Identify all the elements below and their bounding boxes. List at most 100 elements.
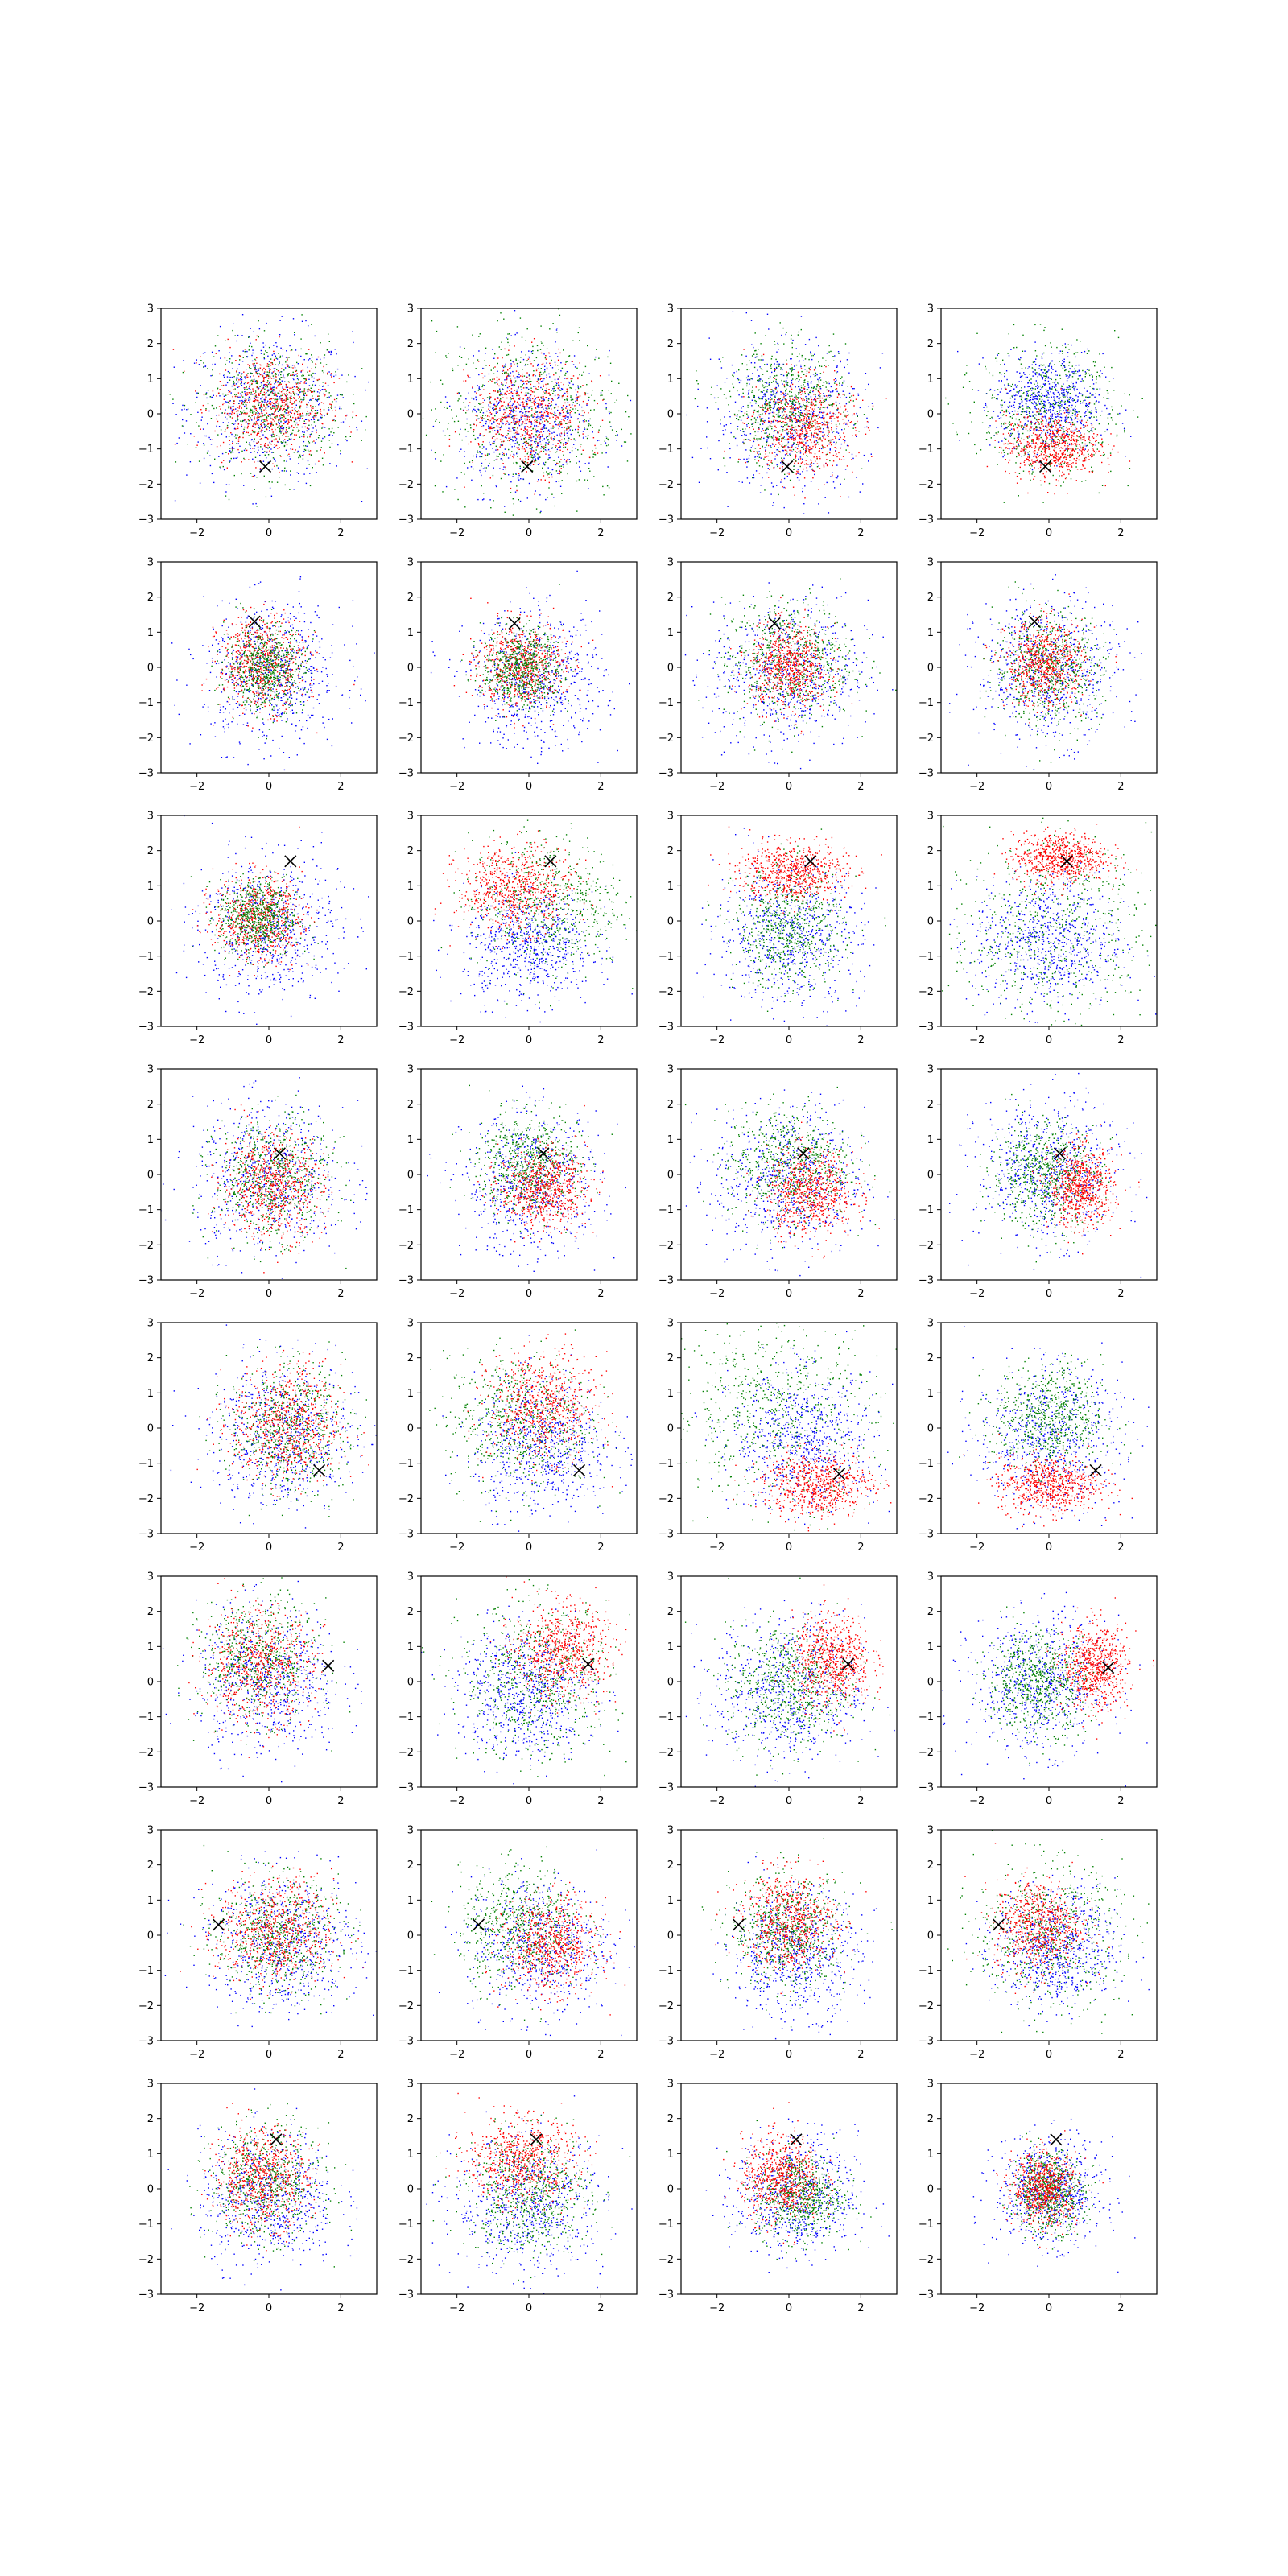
red-point (572, 361, 573, 362)
green-point (296, 362, 297, 363)
green-point (260, 446, 261, 447)
red-point (269, 399, 270, 400)
green-point (501, 342, 502, 343)
red-point (223, 385, 224, 386)
blue-point (280, 418, 281, 419)
green-point (554, 388, 555, 389)
blue-point (575, 401, 576, 402)
blue-point (758, 451, 759, 452)
green-point (494, 415, 495, 416)
blue-point (525, 445, 526, 446)
red-point (267, 445, 268, 446)
blue-point (574, 355, 575, 356)
red-point (264, 371, 265, 372)
red-point (600, 375, 601, 376)
green-point (587, 438, 588, 439)
red-point (500, 421, 501, 422)
red-point (288, 454, 289, 455)
blue-point (319, 403, 320, 404)
blue-point (262, 452, 263, 453)
green-point (461, 472, 462, 473)
red-point (267, 438, 268, 439)
blue-point (588, 420, 589, 421)
green-point (269, 347, 270, 348)
blue-point (754, 362, 755, 363)
green-point (552, 393, 553, 394)
blue-point (535, 438, 536, 439)
blue-point (762, 398, 763, 399)
red-point (271, 424, 272, 425)
blue-point (539, 494, 540, 495)
blue-point (822, 422, 823, 423)
blue-point (267, 401, 268, 402)
red-point (549, 423, 550, 424)
red-point (241, 376, 242, 377)
red-point (470, 441, 471, 442)
green-point (562, 480, 563, 481)
green-point (232, 362, 233, 363)
green-point (207, 368, 208, 369)
red-point (515, 406, 516, 407)
blue-point (513, 411, 514, 412)
blue-point (834, 355, 835, 356)
red-point (528, 459, 529, 460)
green-point (183, 372, 184, 373)
blue-point (274, 459, 275, 460)
blue-point (523, 383, 524, 384)
blue-point (476, 399, 477, 400)
blue-point (609, 413, 610, 414)
blue-point (272, 390, 273, 391)
blue-point (305, 320, 306, 321)
green-point (579, 374, 580, 375)
green-point (532, 457, 533, 458)
green-point (511, 439, 512, 440)
green-point (306, 413, 307, 414)
blue-point (244, 406, 245, 407)
blue-point (279, 334, 280, 335)
blue-point (328, 351, 329, 352)
red-point (511, 365, 512, 366)
green-point (763, 387, 764, 388)
blue-point (825, 497, 826, 498)
blue-point (540, 511, 541, 512)
red-point (564, 402, 565, 403)
blue-point (257, 452, 258, 453)
red-point (530, 436, 531, 437)
blue-point (499, 389, 500, 390)
blue-point (229, 460, 230, 461)
red-point (525, 429, 526, 430)
green-point (285, 409, 286, 410)
green-point (783, 343, 784, 344)
green-point (244, 389, 245, 390)
green-point (754, 350, 755, 351)
red-point (524, 402, 525, 403)
green-point (460, 408, 461, 409)
blue-point (585, 463, 586, 464)
green-point (819, 396, 820, 397)
blue-point (190, 461, 191, 462)
green-point (784, 474, 785, 475)
blue-point (718, 408, 719, 409)
green-point (273, 457, 274, 458)
red-point (282, 395, 283, 396)
green-point (836, 405, 837, 406)
green-point (750, 451, 751, 452)
green-point (589, 471, 590, 472)
green-point (235, 335, 236, 336)
green-point (554, 407, 555, 408)
red-point (283, 423, 284, 424)
green-point (293, 372, 294, 373)
blue-point (315, 373, 316, 374)
green-point (288, 373, 289, 374)
blue-point (709, 337, 710, 338)
red-point (289, 392, 290, 393)
green-point (315, 367, 316, 368)
blue-point (774, 458, 775, 459)
red-point (298, 410, 299, 411)
blue-point (254, 445, 255, 446)
green-point (565, 361, 566, 362)
green-point (303, 375, 304, 376)
red-point (265, 384, 266, 385)
x-tick-label: 0 (526, 527, 532, 539)
green-point (565, 373, 566, 374)
